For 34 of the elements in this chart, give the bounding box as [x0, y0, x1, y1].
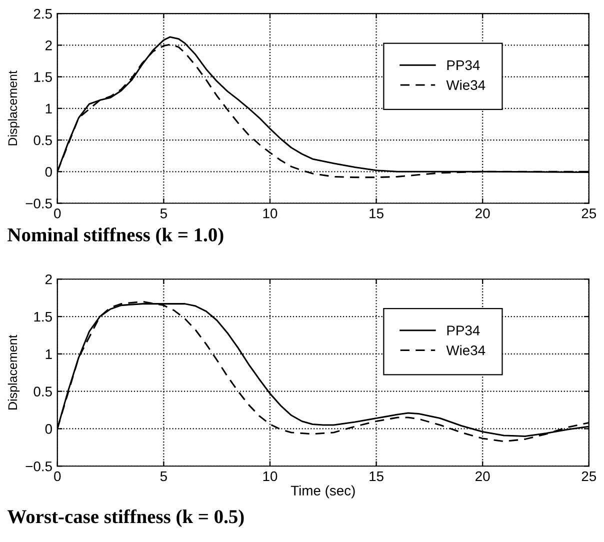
y-tick-label: 0.5 — [34, 386, 52, 396]
y-axis-title: Displacement — [8, 334, 20, 410]
y-tick-label: 1.5 — [34, 72, 52, 82]
y-tick-label: 2.5 — [34, 8, 52, 19]
x-tick-label: 20 — [476, 208, 490, 218]
x-tick-label: 15 — [370, 471, 384, 482]
x-tick-label: 0 — [54, 208, 61, 218]
text: Nominal stiffness (k = 1.0) — [8, 228, 224, 246]
legend-label: Wie34 — [446, 80, 486, 90]
x-tick-label: 10 — [263, 471, 278, 482]
x-tick-label: 15 — [370, 208, 384, 218]
x-tick-label: 25 — [582, 208, 596, 218]
y-tick-label: 1.5 — [34, 312, 52, 322]
x-tick-label: 5 — [160, 471, 167, 482]
legend-label: PP34 — [447, 326, 480, 336]
y-tick-label: −0.5 — [26, 198, 52, 208]
y-tick-label: 0 — [45, 424, 52, 434]
x-tick-label: 10 — [263, 208, 278, 218]
y-tick-label: 1 — [46, 104, 52, 114]
y-tick-label: 2 — [45, 274, 52, 284]
y-tick-label: 0.5 — [34, 135, 52, 146]
y-tick-label: 1 — [46, 349, 52, 359]
x-tick-label: 0 — [54, 471, 61, 482]
y-tick-label: −0.5 — [26, 461, 52, 472]
y-axis-title: Displacement — [8, 70, 20, 146]
text: Worst-case stiffness (k = 0.5) — [8, 509, 244, 528]
x-tick-label: 5 — [160, 208, 167, 218]
y-tick-label: 0 — [45, 166, 52, 177]
y-tick-label: 2 — [45, 40, 52, 50]
x-axis-title: Time (sec) — [290, 485, 355, 498]
x-tick-label: 20 — [476, 471, 490, 482]
x-tick-label: 25 — [582, 471, 596, 482]
legend-label: PP34 — [447, 60, 480, 70]
legend-label: Wie34 — [446, 345, 486, 356]
